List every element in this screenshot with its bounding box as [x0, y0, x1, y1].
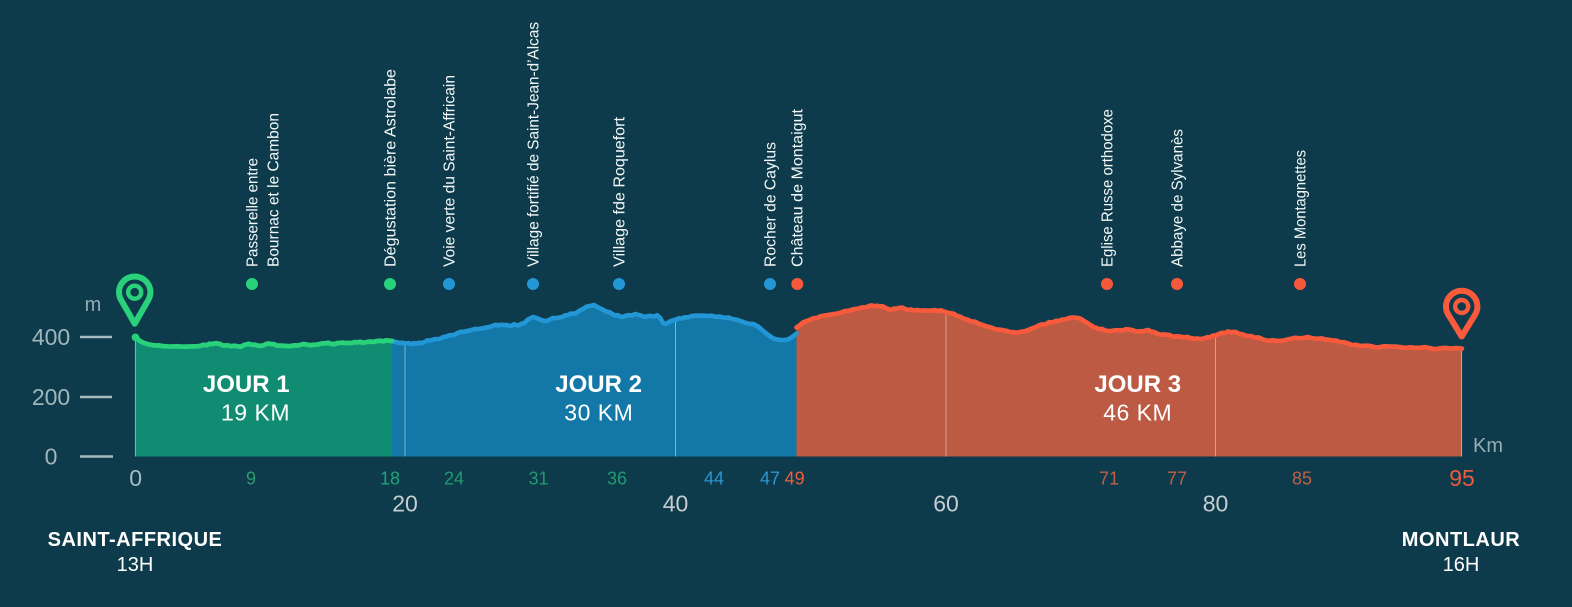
svg-text:0: 0	[129, 465, 142, 491]
svg-text:400: 400	[32, 324, 70, 350]
svg-text:Village fde Roquefort: Village fde Roquefort	[611, 116, 628, 267]
svg-text:49: 49	[785, 469, 805, 489]
svg-text:Village fortifié de Saint-Jean: Village fortifié de Saint-Jean-d’Alcas	[525, 22, 542, 267]
svg-text:9: 9	[246, 469, 256, 489]
svg-text:46 KM: 46 KM	[1103, 400, 1172, 426]
svg-text:19 KM: 19 KM	[221, 400, 290, 426]
svg-text:200: 200	[32, 384, 70, 410]
svg-text:Rocher de Caylus: Rocher de Caylus	[762, 142, 779, 267]
svg-text:Voie verte du Saint-Affricain: Voie verte du Saint-Affricain	[441, 75, 458, 267]
svg-text:80: 80	[1203, 491, 1229, 517]
svg-text:16H: 16H	[1443, 554, 1480, 576]
svg-text:Dégustation bière Astrolabe: Dégustation bière Astrolabe	[382, 69, 399, 267]
svg-text:71: 71	[1099, 469, 1119, 489]
svg-text:85: 85	[1292, 469, 1312, 489]
svg-text:30 KM: 30 KM	[564, 400, 633, 426]
svg-text:JOUR 1: JOUR 1	[203, 371, 290, 398]
svg-text:40: 40	[663, 491, 689, 517]
svg-text:Eglise Russe orthodoxe: Eglise Russe orthodoxe	[1099, 109, 1116, 267]
svg-text:0: 0	[45, 444, 58, 470]
svg-text:24: 24	[444, 469, 464, 489]
svg-text:13H: 13H	[117, 554, 154, 576]
svg-text:20: 20	[392, 491, 418, 517]
svg-text:Abbaye de Sylvanès: Abbaye de Sylvanès	[1169, 129, 1186, 267]
svg-text:Bournac et le Cambon: Bournac et le Cambon	[265, 113, 282, 267]
svg-text:36: 36	[607, 469, 627, 489]
svg-text:Château de Montaigut: Château de Montaigut	[790, 108, 807, 267]
svg-text:SAINT-AFFRIQUE: SAINT-AFFRIQUE	[48, 529, 223, 551]
svg-text:95: 95	[1449, 465, 1475, 491]
svg-text:m: m	[85, 294, 102, 316]
svg-text:77: 77	[1167, 469, 1187, 489]
svg-text:JOUR 3: JOUR 3	[1094, 371, 1181, 398]
svg-text:31: 31	[528, 469, 548, 489]
svg-text:Les Montagnettes: Les Montagnettes	[1292, 150, 1309, 267]
svg-text:18: 18	[380, 469, 400, 489]
svg-text:44: 44	[704, 469, 724, 489]
svg-text:60: 60	[933, 491, 959, 517]
svg-text:Passerelle entre: Passerelle entre	[244, 158, 261, 267]
svg-text:47: 47	[760, 469, 780, 489]
svg-text:Km: Km	[1473, 435, 1503, 457]
svg-text:JOUR 2: JOUR 2	[555, 371, 642, 398]
svg-text:MONTLAUR: MONTLAUR	[1402, 529, 1520, 551]
